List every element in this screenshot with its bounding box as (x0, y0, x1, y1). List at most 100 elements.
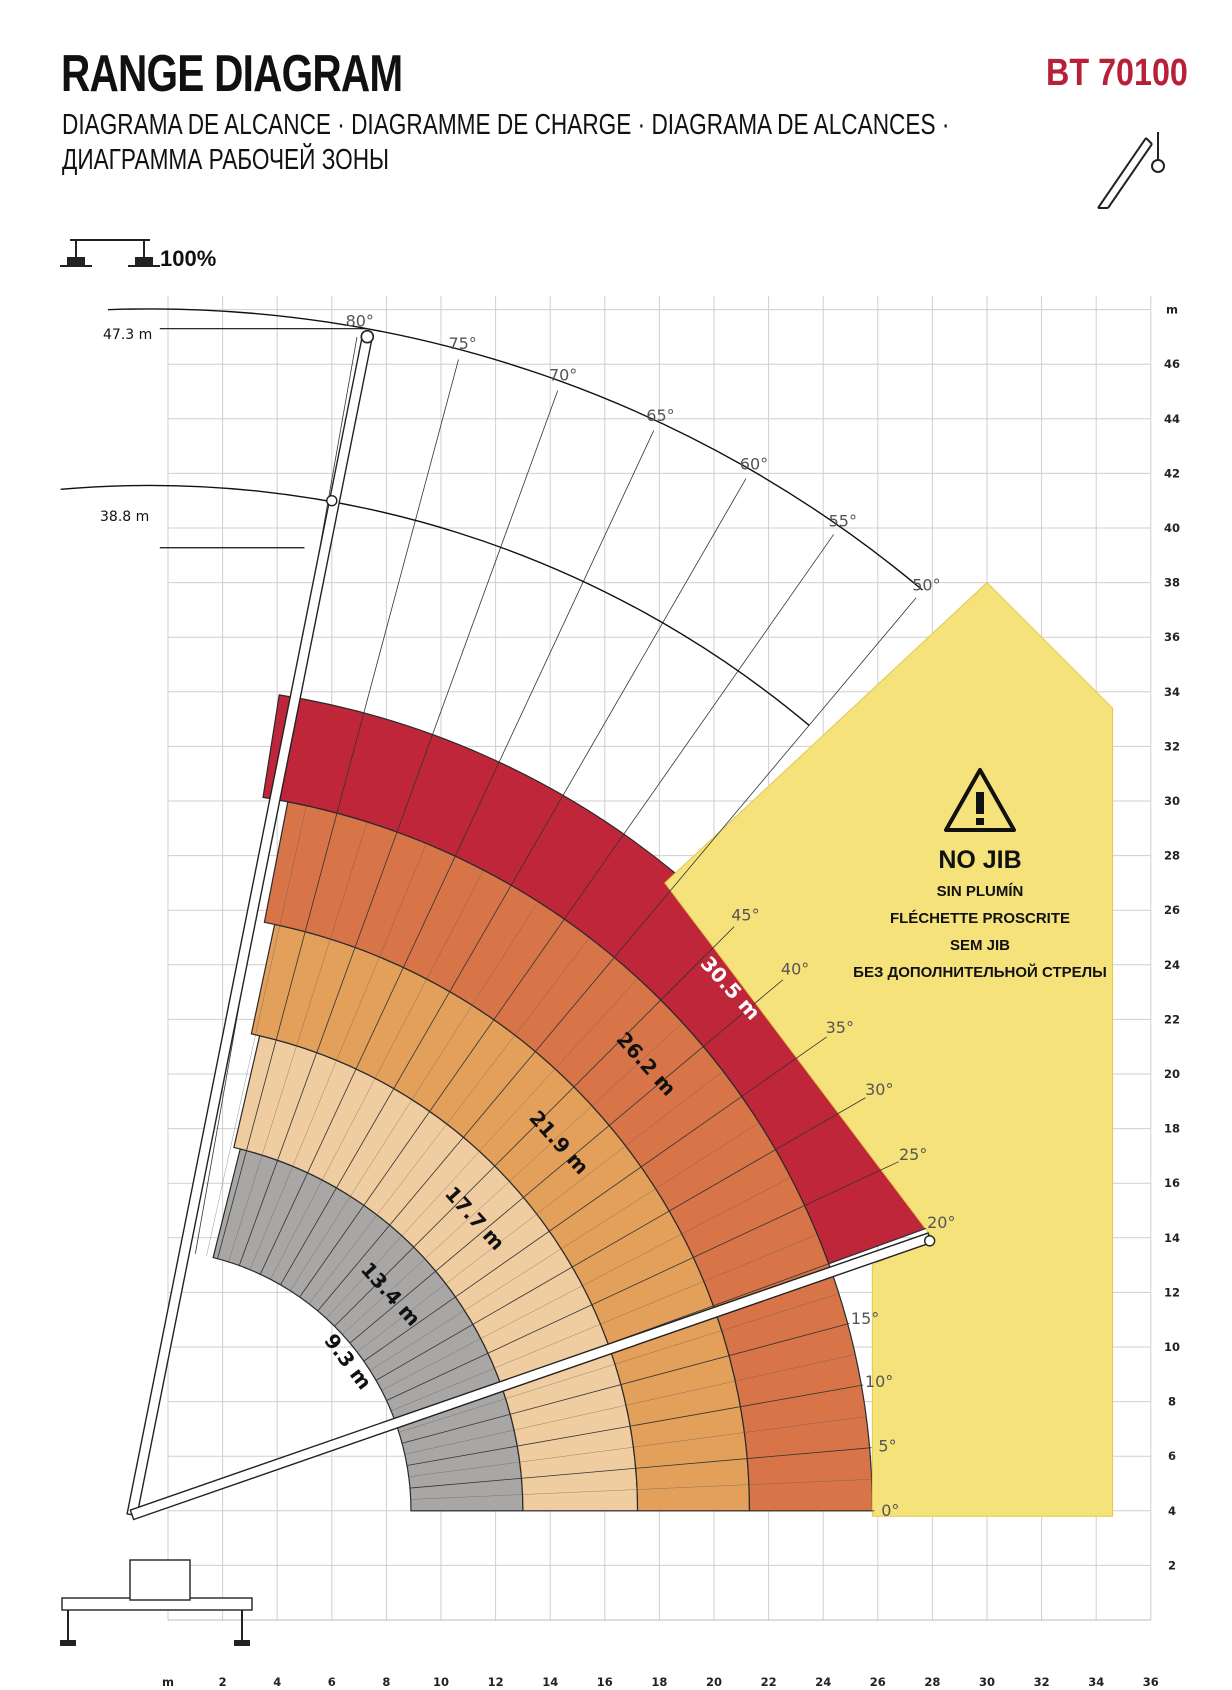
angle-subline (398, 1293, 839, 1433)
x-axis-unit: m (162, 1675, 174, 1689)
angle-label: 50° (912, 575, 940, 594)
angle-subline (404, 1354, 856, 1455)
x-tick-label: 26 (870, 1675, 886, 1689)
y-tick-label: 6 (1168, 1449, 1176, 1463)
y-tick-label: 34 (1164, 685, 1180, 699)
angle-label: 40° (781, 960, 809, 979)
subtitle-line-1: DIAGRAMA DE ALCANCE · DIAGRAMME DE CHARG… (62, 109, 950, 141)
page-title: RANGE DIAGRAM (61, 45, 403, 103)
angle-subline (308, 937, 590, 1304)
x-tick-label: 20 (706, 1675, 722, 1689)
x-tick-label: 36 (1143, 1675, 1159, 1689)
angle-subline (270, 869, 484, 1280)
y-tick-label: 18 (1164, 1122, 1180, 1136)
x-tick-label: 22 (761, 1675, 777, 1689)
outrigger-pad (60, 1640, 76, 1646)
x-tick-label: 12 (488, 1675, 504, 1689)
angle-subline (381, 1177, 791, 1391)
angle-label: 80° (346, 311, 374, 330)
angle-label: 70° (549, 366, 577, 385)
angle-subline (369, 1122, 760, 1371)
angle-label: 45° (731, 905, 759, 924)
height-label-mid: 38.8 m (100, 509, 149, 525)
angle-label: 35° (826, 1018, 854, 1037)
angle-line (317, 597, 917, 1312)
crane-base (60, 1559, 253, 1646)
angle-line (259, 430, 655, 1275)
angle-line (386, 1161, 899, 1401)
model-name: BT 70100 (1046, 52, 1188, 94)
y-tick-label: 28 (1164, 849, 1180, 863)
angle-label: 0° (881, 1501, 899, 1520)
angle-subline (408, 1416, 867, 1477)
angle-line (409, 1447, 872, 1489)
axis-labels: m 2 4 6 8 10 12 14 16 18 20 22 24 26 28 30 32 34 36m246810… (162, 303, 1180, 1689)
angle-subline (206, 805, 307, 1257)
angle-line (401, 1322, 850, 1444)
angle-subline (410, 1479, 872, 1500)
x-tick-label: 2 (219, 1675, 227, 1689)
x-tick-label: 6 (328, 1675, 336, 1689)
y-tick-label: 24 (1164, 958, 1180, 972)
y-tick-label: 40 (1164, 521, 1180, 535)
no-jib-title: NO JIB (938, 846, 1021, 874)
boom-low (129, 1232, 933, 1521)
angle-line (217, 359, 459, 1259)
x-tick-label: 16 (597, 1675, 613, 1689)
x-tick-label: 18 (651, 1675, 667, 1689)
crane-boom (60, 329, 936, 1646)
y-tick-label: 32 (1164, 739, 1180, 753)
x-tick-label: 24 (815, 1675, 831, 1689)
outrigger-icon (60, 239, 160, 267)
crane-cab (129, 1559, 191, 1601)
angle-label: 75° (448, 334, 476, 353)
angle-subline (290, 901, 539, 1291)
no-jib-line-1: SIN PLUMÍN (937, 883, 1024, 900)
outrigger-percent: 100% (160, 246, 217, 271)
angle-label: 5° (878, 1436, 896, 1455)
angle-line (299, 534, 834, 1298)
y-tick-label: 36 (1164, 630, 1180, 644)
height-arcs (60, 308, 924, 726)
y-tick-label: 30 (1164, 794, 1180, 808)
angle-label: 55° (829, 511, 857, 530)
angle-label: 30° (865, 1080, 893, 1099)
y-tick-label: 4 (1168, 1504, 1176, 1518)
y-tick-label: 10 (1164, 1340, 1180, 1354)
angle-line (375, 1097, 866, 1381)
envelope-47-3 (108, 308, 924, 591)
angle-subline (249, 843, 427, 1270)
no-jib-line-3: SEM JIB (950, 937, 1010, 954)
envelope-38-8 (60, 484, 810, 726)
angle-subline (228, 821, 368, 1262)
x-tick-label: 28 (924, 1675, 940, 1689)
x-tick-label: 30 (979, 1675, 995, 1689)
y-tick-label: 2 (1168, 1558, 1176, 1572)
y-tick-label: 14 (1164, 1231, 1180, 1245)
angle-subline (391, 1234, 818, 1412)
y-tick-label: 8 (1168, 1395, 1176, 1409)
y-tick-label: 46 (1164, 357, 1180, 371)
y-tick-label: 26 (1164, 903, 1180, 917)
boom-low-tip (923, 1235, 936, 1247)
subtitle-line-2: ДИАГРАММА РАБОЧЕЙ ЗОНЫ (62, 144, 390, 176)
angle-subline (356, 1070, 724, 1353)
x-tick-label: 32 (1034, 1675, 1050, 1689)
angle-line (406, 1384, 864, 1466)
angle-label: 10° (865, 1372, 893, 1391)
outrigger-pad (234, 1640, 250, 1646)
angle-line (363, 1036, 827, 1362)
no-jib-line-2: FLÉCHETTE PROSCRITE (890, 910, 1070, 927)
y-tick-label: 16 (1164, 1176, 1180, 1190)
angle-subline (326, 978, 639, 1319)
angle-line (280, 478, 747, 1285)
warning-triangle-icon (944, 768, 1016, 832)
y-tick-label: 38 (1164, 576, 1180, 590)
y-tick-label: 20 (1164, 1067, 1180, 1081)
x-tick-label: 4 (273, 1675, 281, 1689)
height-label-top: 47.3 m (103, 327, 152, 343)
y-tick-label: 12 (1164, 1285, 1180, 1299)
angle-label: 15° (851, 1309, 879, 1328)
y-tick-label: 44 (1164, 412, 1180, 426)
